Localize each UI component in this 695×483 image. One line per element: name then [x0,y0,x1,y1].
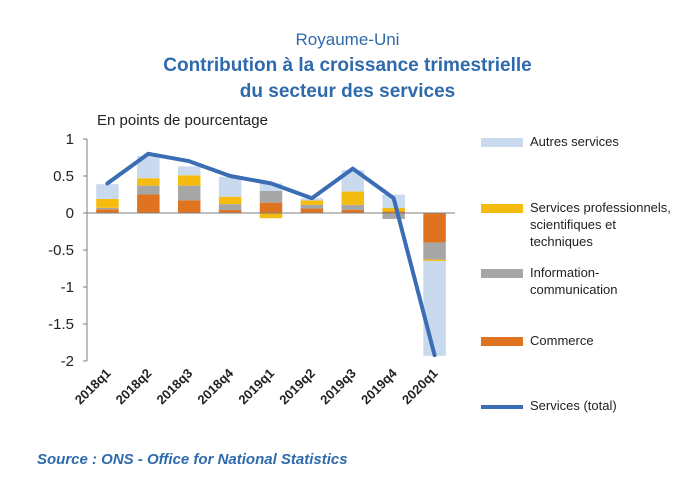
bar-segment-2019q1-3 [259,183,283,191]
y-tick-label: -2 [61,353,74,370]
bar-segment-2019q4-1 [382,213,405,219]
x-tick-label: 2019q3 [317,366,359,408]
chart-title-country: Royaume-Uni [295,30,400,49]
legend-swatch-3 [481,337,523,346]
legend-label: Services (total) [530,398,617,413]
y-tick-label: 1 [66,131,74,148]
x-tick-label: 2020q1 [399,366,441,408]
bar-segment-2018q4-2 [218,196,242,205]
y-tick-label: -1 [61,279,74,296]
bar-segment-2018q3-1 [177,185,201,201]
bar-segment-2020q1-2 [423,259,446,262]
x-tick-label: 2019q2 [276,366,318,408]
bar-segment-2018q3-2 [177,175,201,186]
bar-segment-2018q1-3 [96,184,119,199]
bar-segment-2019q3-0 [341,210,365,213]
x-tick-label: 2018q1 [72,366,114,408]
legend-swatch-1 [481,204,523,213]
bar-segment-2018q2-3 [137,156,160,179]
axes-group [83,138,455,362]
line-group [105,151,437,358]
legend-label: Autres services [530,134,619,149]
chart-title-line1: Contribution à la croissance trimestriel… [163,55,532,76]
legend-swatch-0 [481,138,523,147]
bar-segment-2018q4-0 [218,210,242,213]
bar-segment-2019q3-2 [341,191,365,205]
legend-label: Services professionnels, scientifiques e… [530,200,671,249]
bar-segment-2019q3-3 [341,170,365,192]
legend-label: Information- communication [530,265,618,297]
source-note: Source : ONS - Office for National Stati… [37,451,348,468]
x-tick-label: 2019q4 [358,365,400,407]
legend-swatch-2 [481,269,523,278]
bar-segment-2019q4-2 [382,207,405,212]
bar-segment-2018q4-3 [218,176,242,197]
bar-segment-2018q3-0 [177,200,201,213]
y-tick-label: -0.5 [48,242,74,259]
y-tick-label: 0 [66,205,74,222]
bar-segment-2019q2-2 [300,200,324,205]
bar-segment-2020q1-3 [423,261,446,356]
bar-segment-2019q2-0 [300,208,324,213]
bar-segment-2018q2-2 [137,178,160,186]
bar-segment-2018q2-1 [137,185,160,195]
x-tick-label: 2018q4 [194,365,236,407]
bar-segment-2019q4-0 [382,211,405,213]
y-tick-label: -1.5 [48,316,74,333]
bar-segment-2018q1-0 [96,209,119,213]
bar-segment-2019q2-1 [300,204,324,209]
bars-group [96,156,446,356]
bar-segment-2018q3-3 [177,166,201,176]
chart-title-line2: du secteur des services [239,81,456,102]
bar-segment-2019q3-1 [341,204,365,211]
bar-segment-2020q1-1 [423,242,446,260]
bar-segment-2019q1-1 [259,190,283,203]
x-tick-label: 2018q3 [154,366,196,408]
x-tick-label: 2019q1 [235,366,277,408]
legend-label: Commerce [530,333,594,348]
bar-segment-2018q1-2 [96,198,119,208]
bar-segment-2020q1-0 [423,213,446,243]
legend-swatches [481,138,523,409]
bar-segment-2019q1-2 [259,213,283,219]
bar-segment-2018q4-1 [218,204,242,211]
bar-segment-2018q1-1 [96,207,119,210]
x-tick-label: 2018q2 [113,366,155,408]
y-tick-label: 0.5 [53,168,74,185]
bar-segment-2019q1-0 [259,202,283,213]
y-axis-units: En points de pourcentage [97,112,268,129]
bar-segment-2018q2-0 [137,194,160,213]
